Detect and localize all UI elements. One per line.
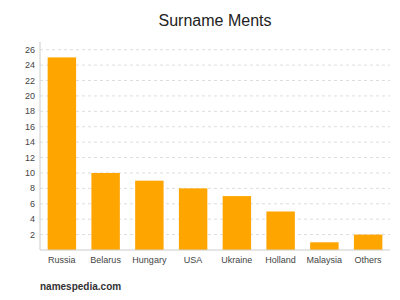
bars xyxy=(48,57,383,250)
bar xyxy=(91,173,119,250)
y-tick-label: 14 xyxy=(25,137,35,147)
bar xyxy=(266,211,294,250)
x-tick-label: Holland xyxy=(265,255,296,265)
x-axis-line xyxy=(40,250,390,251)
footer: namespedia.com xyxy=(40,281,121,292)
x-tick-label: Malaysia xyxy=(307,255,343,265)
grid-line xyxy=(40,49,390,50)
x-tick-label: USA xyxy=(184,255,203,265)
y-tick-label: 16 xyxy=(25,122,35,132)
grid-line xyxy=(40,157,390,158)
y-axis-line xyxy=(40,42,41,250)
title: Surname Ments xyxy=(159,12,272,29)
bar xyxy=(223,196,251,250)
grid-line xyxy=(40,95,390,96)
bar xyxy=(179,188,207,250)
y-tick-label: 8 xyxy=(30,183,35,193)
y-tick-label: 26 xyxy=(25,45,35,55)
grid-line xyxy=(40,126,390,127)
x-tick-label: Belarus xyxy=(90,255,121,265)
bar xyxy=(135,181,163,250)
bar xyxy=(354,235,382,250)
y-tick-label: 4 xyxy=(30,214,35,224)
bar xyxy=(48,57,76,250)
y-tick-label: 18 xyxy=(25,106,35,116)
x-axis: Russia Belarus Hungary USA Ukraine Holland Mal… xyxy=(48,255,382,265)
grid-line xyxy=(40,111,390,112)
y-axis: 2468101214161820222426 xyxy=(25,45,35,240)
x-tick-label: Russia xyxy=(48,255,76,265)
x-tick-label: Ukraine xyxy=(221,255,252,265)
grid-line xyxy=(40,65,390,66)
y-tick-label: 10 xyxy=(25,168,35,178)
grid-line xyxy=(40,142,390,143)
y-tick-label: 6 xyxy=(30,199,35,209)
bar xyxy=(310,242,338,250)
y-tick-label: 22 xyxy=(25,76,35,86)
y-tick-label: 12 xyxy=(25,153,35,163)
y-tick-label: 20 xyxy=(25,91,35,101)
x-tick-label: Others xyxy=(355,255,383,265)
grid-line xyxy=(40,80,390,81)
x-tick-label: Hungary xyxy=(132,255,167,265)
y-tick-label: 24 xyxy=(25,60,35,70)
chart: 2468101214161820222426RussiaBelarusHunga… xyxy=(0,0,400,300)
y-tick-label: 2 xyxy=(30,230,35,240)
